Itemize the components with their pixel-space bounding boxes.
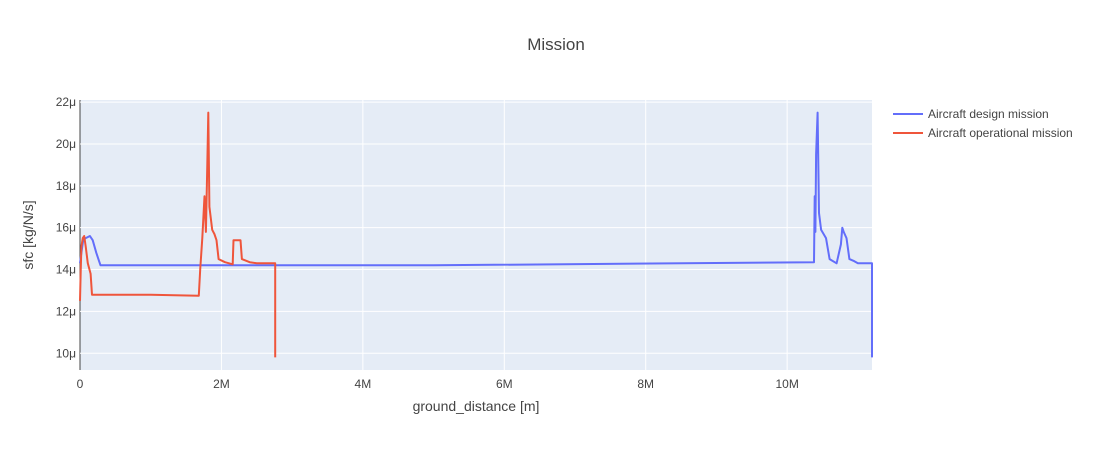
legend-item-0[interactable]: Aircraft design mission: [893, 107, 1049, 121]
x-axis-title: ground_distance [m]: [413, 398, 540, 414]
y-axis-title: sfc [kg/N/s]: [20, 200, 36, 269]
x-tick-label-3: 6M: [496, 377, 513, 391]
legend-label-0: Aircraft design mission: [928, 107, 1049, 121]
y-tick-label-3: 16μ: [56, 221, 76, 235]
x-tick-label-4: 8M: [637, 377, 654, 391]
series-layer: [79, 111, 873, 358]
y-tick-label-4: 18μ: [56, 179, 76, 193]
x-tick-label-5: 10M: [775, 377, 798, 391]
legend-item-1[interactable]: Aircraft operational mission: [893, 126, 1073, 140]
x-axis-ticks: 0 2M 4M 6M 8M 10M: [77, 377, 799, 391]
legend[interactable]: Aircraft design mission Aircraft operatio…: [893, 107, 1073, 140]
chart-title: Mission: [527, 35, 585, 54]
y-tick-label-5: 20μ: [56, 137, 76, 151]
plot-area[interactable]: [80, 100, 872, 370]
y-tick-label-1: 12μ: [56, 304, 76, 318]
y-tick-label-2: 14μ: [56, 263, 76, 277]
y-tick-label-6: 22μ: [56, 95, 76, 109]
x-tick-label-0: 0: [77, 377, 84, 391]
series-line-1[interactable]: [79, 111, 277, 358]
legend-label-1: Aircraft operational mission: [928, 126, 1073, 140]
series-line-0[interactable]: [79, 111, 873, 358]
y-axis-ticks: 10μ 12μ 14μ 16μ 18μ 20μ 22μ: [56, 95, 76, 360]
gridlines: [79, 100, 872, 370]
x-tick-label-2: 4M: [355, 377, 372, 391]
y-tick-label-0: 10μ: [56, 346, 76, 360]
x-tick-label-1: 2M: [213, 377, 230, 391]
